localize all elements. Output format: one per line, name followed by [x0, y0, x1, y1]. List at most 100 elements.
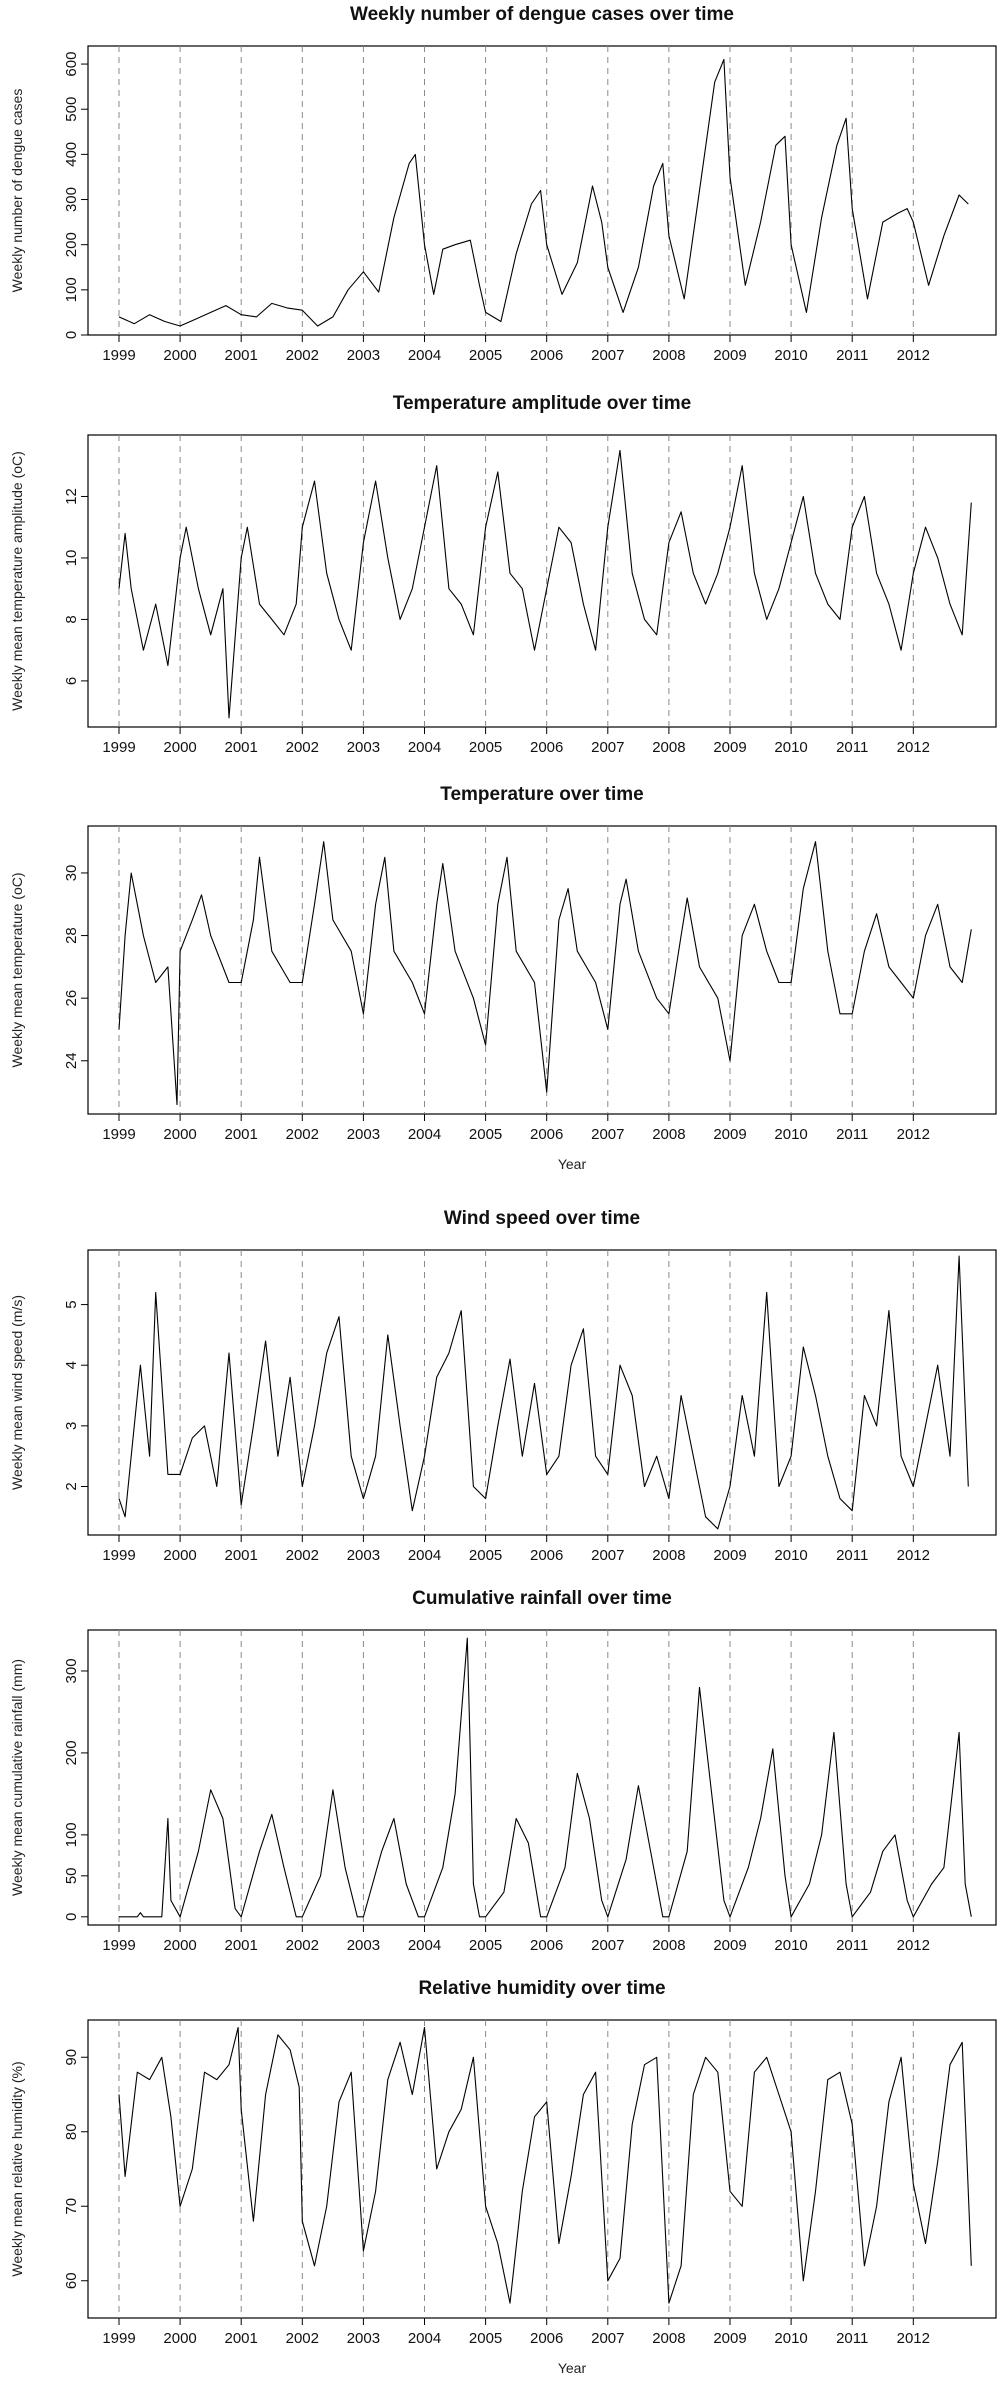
x-tick-label: 2007 — [591, 1547, 624, 1564]
x-tick-label: 2005 — [469, 1937, 502, 1954]
x-tick-label: 2009 — [713, 1937, 746, 1954]
series-line — [118, 58, 969, 327]
x-tick-label: 2000 — [163, 347, 196, 364]
y-axis-label: Weekly mean temperature amplitude (oC) — [9, 451, 25, 711]
x-tick-label: 2011 — [836, 347, 868, 364]
x-tick-label: 2010 — [774, 347, 807, 364]
chart-title: Temperature amplitude over time — [393, 393, 691, 414]
y-tick-label: 12 — [63, 488, 80, 505]
x-tick-label: 2002 — [286, 347, 319, 364]
y-tick-label: 0 — [63, 1913, 80, 1921]
x-tick-label: 2004 — [408, 1126, 441, 1143]
x-tick-label: 2007 — [591, 1126, 624, 1143]
x-tick-label: 2011 — [836, 1937, 868, 1954]
x-tick-label: 2001 — [225, 1937, 258, 1954]
x-tick-label: 2003 — [347, 347, 380, 364]
series-line — [118, 2026, 972, 2304]
x-tick-label: 2002 — [286, 739, 319, 756]
y-tick-label: 6 — [63, 677, 80, 685]
plot-frame — [87, 1249, 997, 1536]
x-tick-label: 2000 — [163, 1547, 196, 1564]
x-tick-label: 2003 — [347, 1547, 380, 1564]
x-tick-label: 2005 — [469, 347, 502, 364]
y-tick-label: 400 — [63, 142, 80, 167]
x-tick-label: 2012 — [897, 2330, 930, 2347]
x-tick-label: 2004 — [408, 739, 441, 756]
y-tick-label: 100 — [63, 277, 80, 302]
x-tick-label: 2005 — [469, 2330, 502, 2347]
x-tick-label: 2001 — [225, 2330, 258, 2347]
x-tick-label: 2009 — [713, 2330, 746, 2347]
x-tick-label: 2007 — [591, 739, 624, 756]
x-tick-label: 2002 — [286, 1937, 319, 1954]
x-tick-label: 2011 — [836, 2330, 868, 2347]
x-tick-label: 1999 — [102, 739, 135, 756]
x-tick-label: 2006 — [530, 1547, 563, 1564]
x-tick-label: 2004 — [408, 2330, 441, 2347]
y-tick-label: 10 — [63, 550, 80, 567]
y-tick-label: 60 — [63, 2272, 80, 2289]
x-tick-label: 2009 — [713, 1126, 746, 1143]
plot-frame — [87, 2019, 997, 2319]
x-tick-label: 2008 — [652, 2330, 685, 2347]
series-line — [119, 1637, 972, 1918]
x-tick-label: 2012 — [897, 739, 930, 756]
x-tick-label: 2003 — [347, 2330, 380, 2347]
x-tick-label: 2007 — [591, 1937, 624, 1954]
y-axis-label: Weekly number of dengue cases — [9, 89, 25, 293]
x-tick-label: 2001 — [225, 347, 258, 364]
y-axis-label: Weekly mean relative humidity (%) — [9, 2061, 25, 2276]
x-tick-label: 2001 — [225, 739, 258, 756]
x-tick-label: 2003 — [347, 739, 380, 756]
x-tick-label: 2010 — [774, 1126, 807, 1143]
plot-frame — [87, 825, 997, 1115]
y-tick-label: 300 — [63, 187, 80, 212]
y-tick-label: 3 — [63, 1422, 80, 1430]
x-tick-label: 2012 — [897, 347, 930, 364]
y-tick-label: 200 — [63, 1740, 80, 1765]
y-tick-label: 2 — [63, 1482, 80, 1490]
x-tick-label: 2005 — [469, 1126, 502, 1143]
y-tick-label: 80 — [63, 2123, 80, 2140]
plot-frame — [87, 434, 997, 728]
x-tick-label: 2001 — [225, 1547, 258, 1564]
x-tick-label: 2006 — [530, 2330, 563, 2347]
x-tick-label: 2006 — [530, 347, 563, 364]
x-tick-label: 1999 — [102, 1547, 135, 1564]
x-tick-label: 2010 — [774, 1937, 807, 1954]
x-tick-label: 2004 — [408, 347, 441, 364]
x-tick-label: 2011 — [836, 739, 868, 756]
x-axis-label: Year — [558, 1156, 587, 1172]
x-tick-label: 2012 — [897, 1547, 930, 1564]
chart-title: Weekly number of dengue cases over time — [350, 4, 734, 25]
y-tick-label: 90 — [63, 2049, 80, 2066]
y-tick-label: 8 — [63, 615, 80, 623]
x-tick-label: 2003 — [347, 1126, 380, 1143]
x-tick-label: 2009 — [713, 739, 746, 756]
y-tick-label: 70 — [63, 2198, 80, 2215]
x-tick-label: 2008 — [652, 347, 685, 364]
y-tick-label: 26 — [63, 990, 80, 1007]
x-tick-label: 2008 — [652, 1126, 685, 1143]
x-tick-label: 2009 — [713, 1547, 746, 1564]
x-tick-label: 2005 — [469, 739, 502, 756]
x-tick-label: 1999 — [102, 1937, 135, 1954]
x-tick-label: 2011 — [836, 1126, 868, 1143]
x-tick-label: 2000 — [163, 1126, 196, 1143]
x-tick-label: 2000 — [163, 2330, 196, 2347]
x-tick-label: 2012 — [897, 1937, 930, 1954]
y-tick-label: 50 — [63, 1867, 80, 1884]
x-tick-label: 2002 — [286, 2330, 319, 2347]
x-tick-label: 2006 — [530, 1937, 563, 1954]
x-tick-label: 2007 — [591, 347, 624, 364]
x-tick-label: 2006 — [530, 739, 563, 756]
series-line — [118, 841, 972, 1106]
y-tick-label: 500 — [63, 97, 80, 122]
x-axis-label: Year — [558, 2360, 587, 2376]
y-tick-label: 300 — [63, 1658, 80, 1683]
x-tick-label: 2001 — [225, 1126, 258, 1143]
y-tick-label: 0 — [63, 331, 80, 339]
y-tick-label: 5 — [63, 1300, 80, 1308]
plot-frame — [87, 45, 997, 336]
